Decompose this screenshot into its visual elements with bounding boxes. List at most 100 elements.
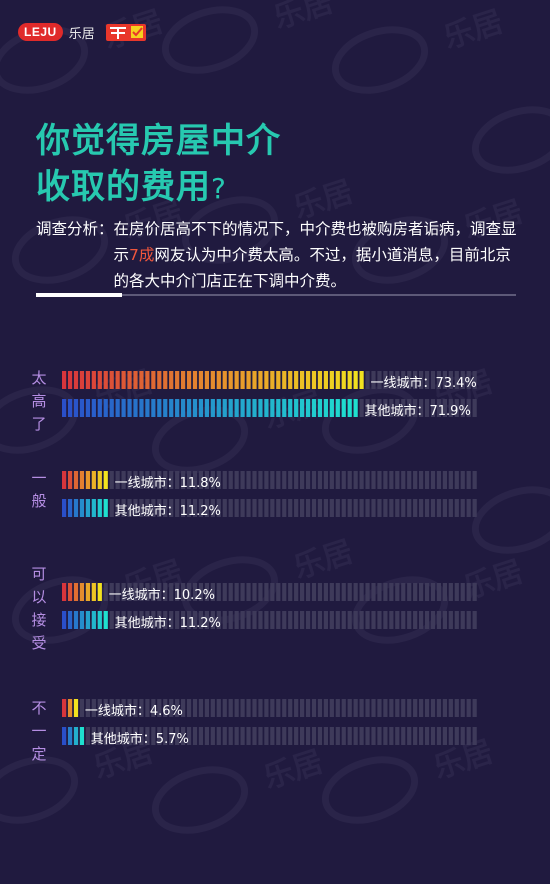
bar-segment <box>67 499 73 517</box>
data-label: 一线城市：11.8% <box>114 476 221 491</box>
bar-track-segment <box>222 499 227 517</box>
bar-track-segment <box>448 371 453 389</box>
bar-track-segment <box>186 611 192 629</box>
bar-segment <box>258 399 263 417</box>
bar-track-segment <box>216 583 221 601</box>
bar-track-segment <box>371 499 376 517</box>
bar-segment <box>270 371 275 389</box>
bar-track-segment <box>401 699 406 717</box>
bar-track-segment <box>401 727 406 745</box>
bar-track-segment <box>407 471 412 489</box>
bar-track-segment <box>192 583 198 601</box>
bar-segment <box>121 371 126 389</box>
bar-track-segment <box>186 727 192 745</box>
bar-track-segment <box>169 471 174 489</box>
bar-track-segment <box>365 699 370 717</box>
bar <box>62 499 477 517</box>
bar-track-segment <box>395 611 400 629</box>
bar-track-segment <box>353 583 358 601</box>
bar-segment <box>186 371 192 389</box>
bar-track-segment <box>454 471 459 489</box>
bar-segment <box>282 371 287 389</box>
bar-segment <box>305 399 311 417</box>
bar-track-segment <box>353 471 358 489</box>
bar-track-segment <box>341 583 346 601</box>
bar-track-segment <box>407 611 412 629</box>
bar-segment <box>300 399 305 417</box>
bar-track-segment <box>103 583 108 601</box>
bar-segment <box>133 371 138 389</box>
bar-track-segment <box>252 699 257 717</box>
bar-track-segment <box>341 727 346 745</box>
bar-track-segment <box>300 727 305 745</box>
bar-track-segment <box>454 499 459 517</box>
bar-segment <box>91 583 96 601</box>
bar-track-segment <box>347 471 352 489</box>
bar-track-segment <box>460 499 465 517</box>
bar-track-segment <box>430 499 436 517</box>
bar-track-segment <box>163 499 168 517</box>
bar-track-segment <box>258 727 263 745</box>
bar-track-segment <box>163 727 168 745</box>
bar-segment <box>181 371 186 389</box>
bar-track-segment <box>222 699 227 717</box>
bar-segment <box>323 399 328 417</box>
bar-segment <box>186 399 192 417</box>
bar-track-segment <box>103 727 108 745</box>
bar-track-segment <box>282 583 287 601</box>
bar-track-segment <box>181 471 186 489</box>
bar-track-segment <box>169 727 174 745</box>
bar-segment <box>67 399 73 417</box>
bar-track-segment <box>466 583 471 601</box>
bar-track-segment <box>430 371 436 389</box>
bar-track-segment <box>377 583 382 601</box>
bar-track-segment <box>454 371 459 389</box>
bar-track-segment <box>377 399 382 417</box>
bar-track-segment <box>204 611 209 629</box>
bar-track-segment <box>186 499 192 517</box>
bar-track-segment <box>258 471 263 489</box>
bar-track-segment <box>329 611 334 629</box>
bar-segment <box>73 611 79 629</box>
bar-track-segment <box>192 499 198 517</box>
bar-track-segment <box>329 583 334 601</box>
bar-track-segment <box>240 583 245 601</box>
bar-segment <box>210 371 215 389</box>
bar-track-segment <box>413 583 418 601</box>
bar-track-segment <box>424 471 430 489</box>
bar-track-segment <box>133 583 138 601</box>
bar-track-segment <box>347 499 352 517</box>
bar-track-segment <box>198 583 204 601</box>
bar-segment <box>62 583 67 601</box>
bar-segment <box>79 471 85 489</box>
bar-track-segment <box>300 699 305 717</box>
bar-track-segment <box>276 699 281 717</box>
bar-track-segment <box>181 499 186 517</box>
bar-track-segment <box>252 471 257 489</box>
bar-track-segment <box>210 699 215 717</box>
data-label: 其他城市：71.9% <box>364 404 471 419</box>
bar-track-segment <box>472 399 477 417</box>
bar-segment <box>85 583 90 601</box>
bar-segment <box>91 499 96 517</box>
bar-track-segment <box>175 699 180 717</box>
bar-segment <box>79 583 85 601</box>
bar-segment <box>323 371 328 389</box>
bar-track-segment <box>115 583 120 601</box>
bar-track-segment <box>371 399 376 417</box>
bar-track-segment <box>294 499 299 517</box>
bar-track-segment <box>383 699 388 717</box>
bar-track-segment <box>288 471 293 489</box>
bar-track-segment <box>460 471 465 489</box>
bar-track-segment <box>240 471 245 489</box>
bar-track-segment <box>264 471 269 489</box>
bar-segment <box>264 371 269 389</box>
bar-track-segment <box>460 611 465 629</box>
bar-track-segment <box>181 727 186 745</box>
bar-track-segment <box>466 499 471 517</box>
bar-track-segment <box>311 583 317 601</box>
bar-track-segment <box>300 471 305 489</box>
bar-track-segment <box>460 399 465 417</box>
bar-track-segment <box>175 471 180 489</box>
bar-track-segment <box>377 371 382 389</box>
